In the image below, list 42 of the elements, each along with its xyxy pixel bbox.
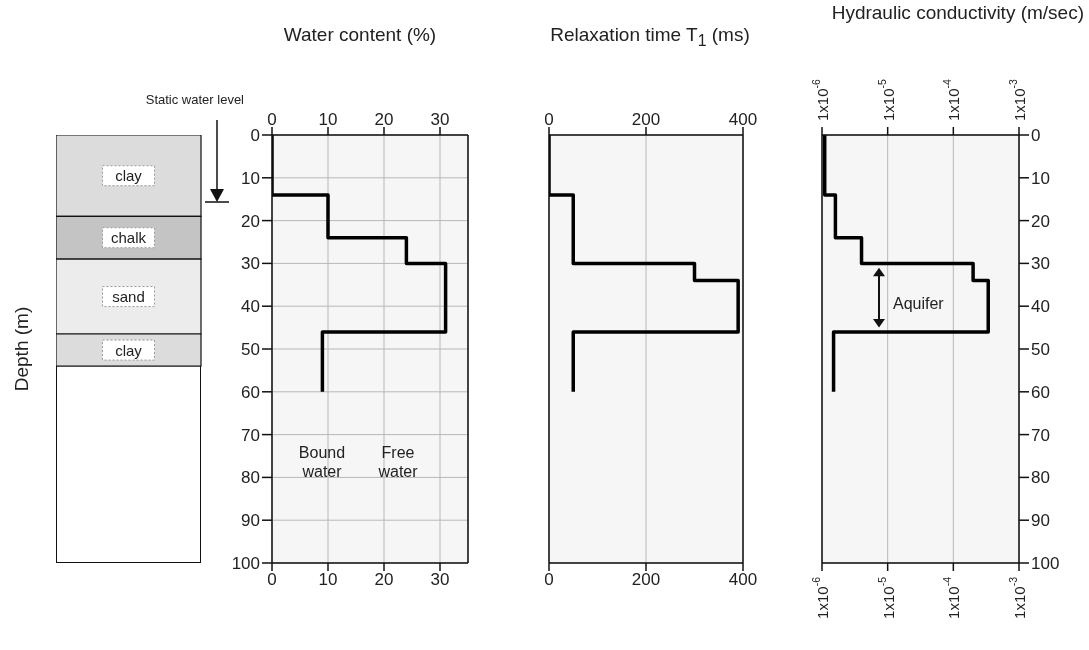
y-tick-label: 100 [1031,554,1060,574]
y-tick-label: 50 [1031,340,1050,360]
y-tick-label: 90 [241,511,260,531]
y-tick-label: 100 [231,554,260,574]
y-tick-label: 80 [241,468,260,488]
x-tick-label: 10 [318,110,338,129]
annotation: Bound water [297,443,347,481]
y-tick-label: 0 [250,126,260,146]
y-tick-label: 0 [1031,126,1041,146]
y-tick-label: 70 [241,425,260,445]
annotation: Aquifer [893,294,944,313]
y-tick-label: 80 [1031,468,1050,488]
y-tick-label: 20 [1031,211,1050,231]
y-tick-label: 40 [1031,297,1050,317]
x-axis-title: Hydraulic conductivity (m/sec) [830,2,1084,24]
y-tick-label: 10 [241,168,260,188]
x-axis-title: Water content (%) [282,24,438,46]
y-tick-label: 20 [241,211,260,231]
x-axis-title: Relaxation time T$_{1}$ (ms) [549,24,751,50]
x-tick-label: 0 [267,110,277,129]
series-label: clay [115,167,143,185]
x-tick-label: 200 [631,110,661,129]
series-label: chalk [110,229,147,247]
series-label: clay [115,341,143,359]
annotation: Free water [377,443,419,481]
line-series [272,135,448,394]
y-tick-label: 70 [1031,425,1050,445]
y-tick-label: 90 [1031,511,1050,531]
series-label: sand [112,288,145,306]
text: Static water level [145,92,245,107]
x-tick-label: 20 [374,110,394,129]
y-tick-label: 30 [1031,254,1050,274]
y-tick-label: 30 [241,254,260,274]
x-tick-label: 400 [728,110,758,129]
y-axis-title: Depth (m) [11,306,33,392]
y-tick-label: 60 [1031,382,1050,402]
y-tick-label: 60 [241,382,260,402]
y-tick-label: 40 [241,297,260,317]
y-tick-label: 50 [241,340,260,360]
x-tick-label: 30 [430,110,450,129]
y-tick-label: 10 [1031,168,1050,188]
x-tick-label: 0 [544,110,554,129]
